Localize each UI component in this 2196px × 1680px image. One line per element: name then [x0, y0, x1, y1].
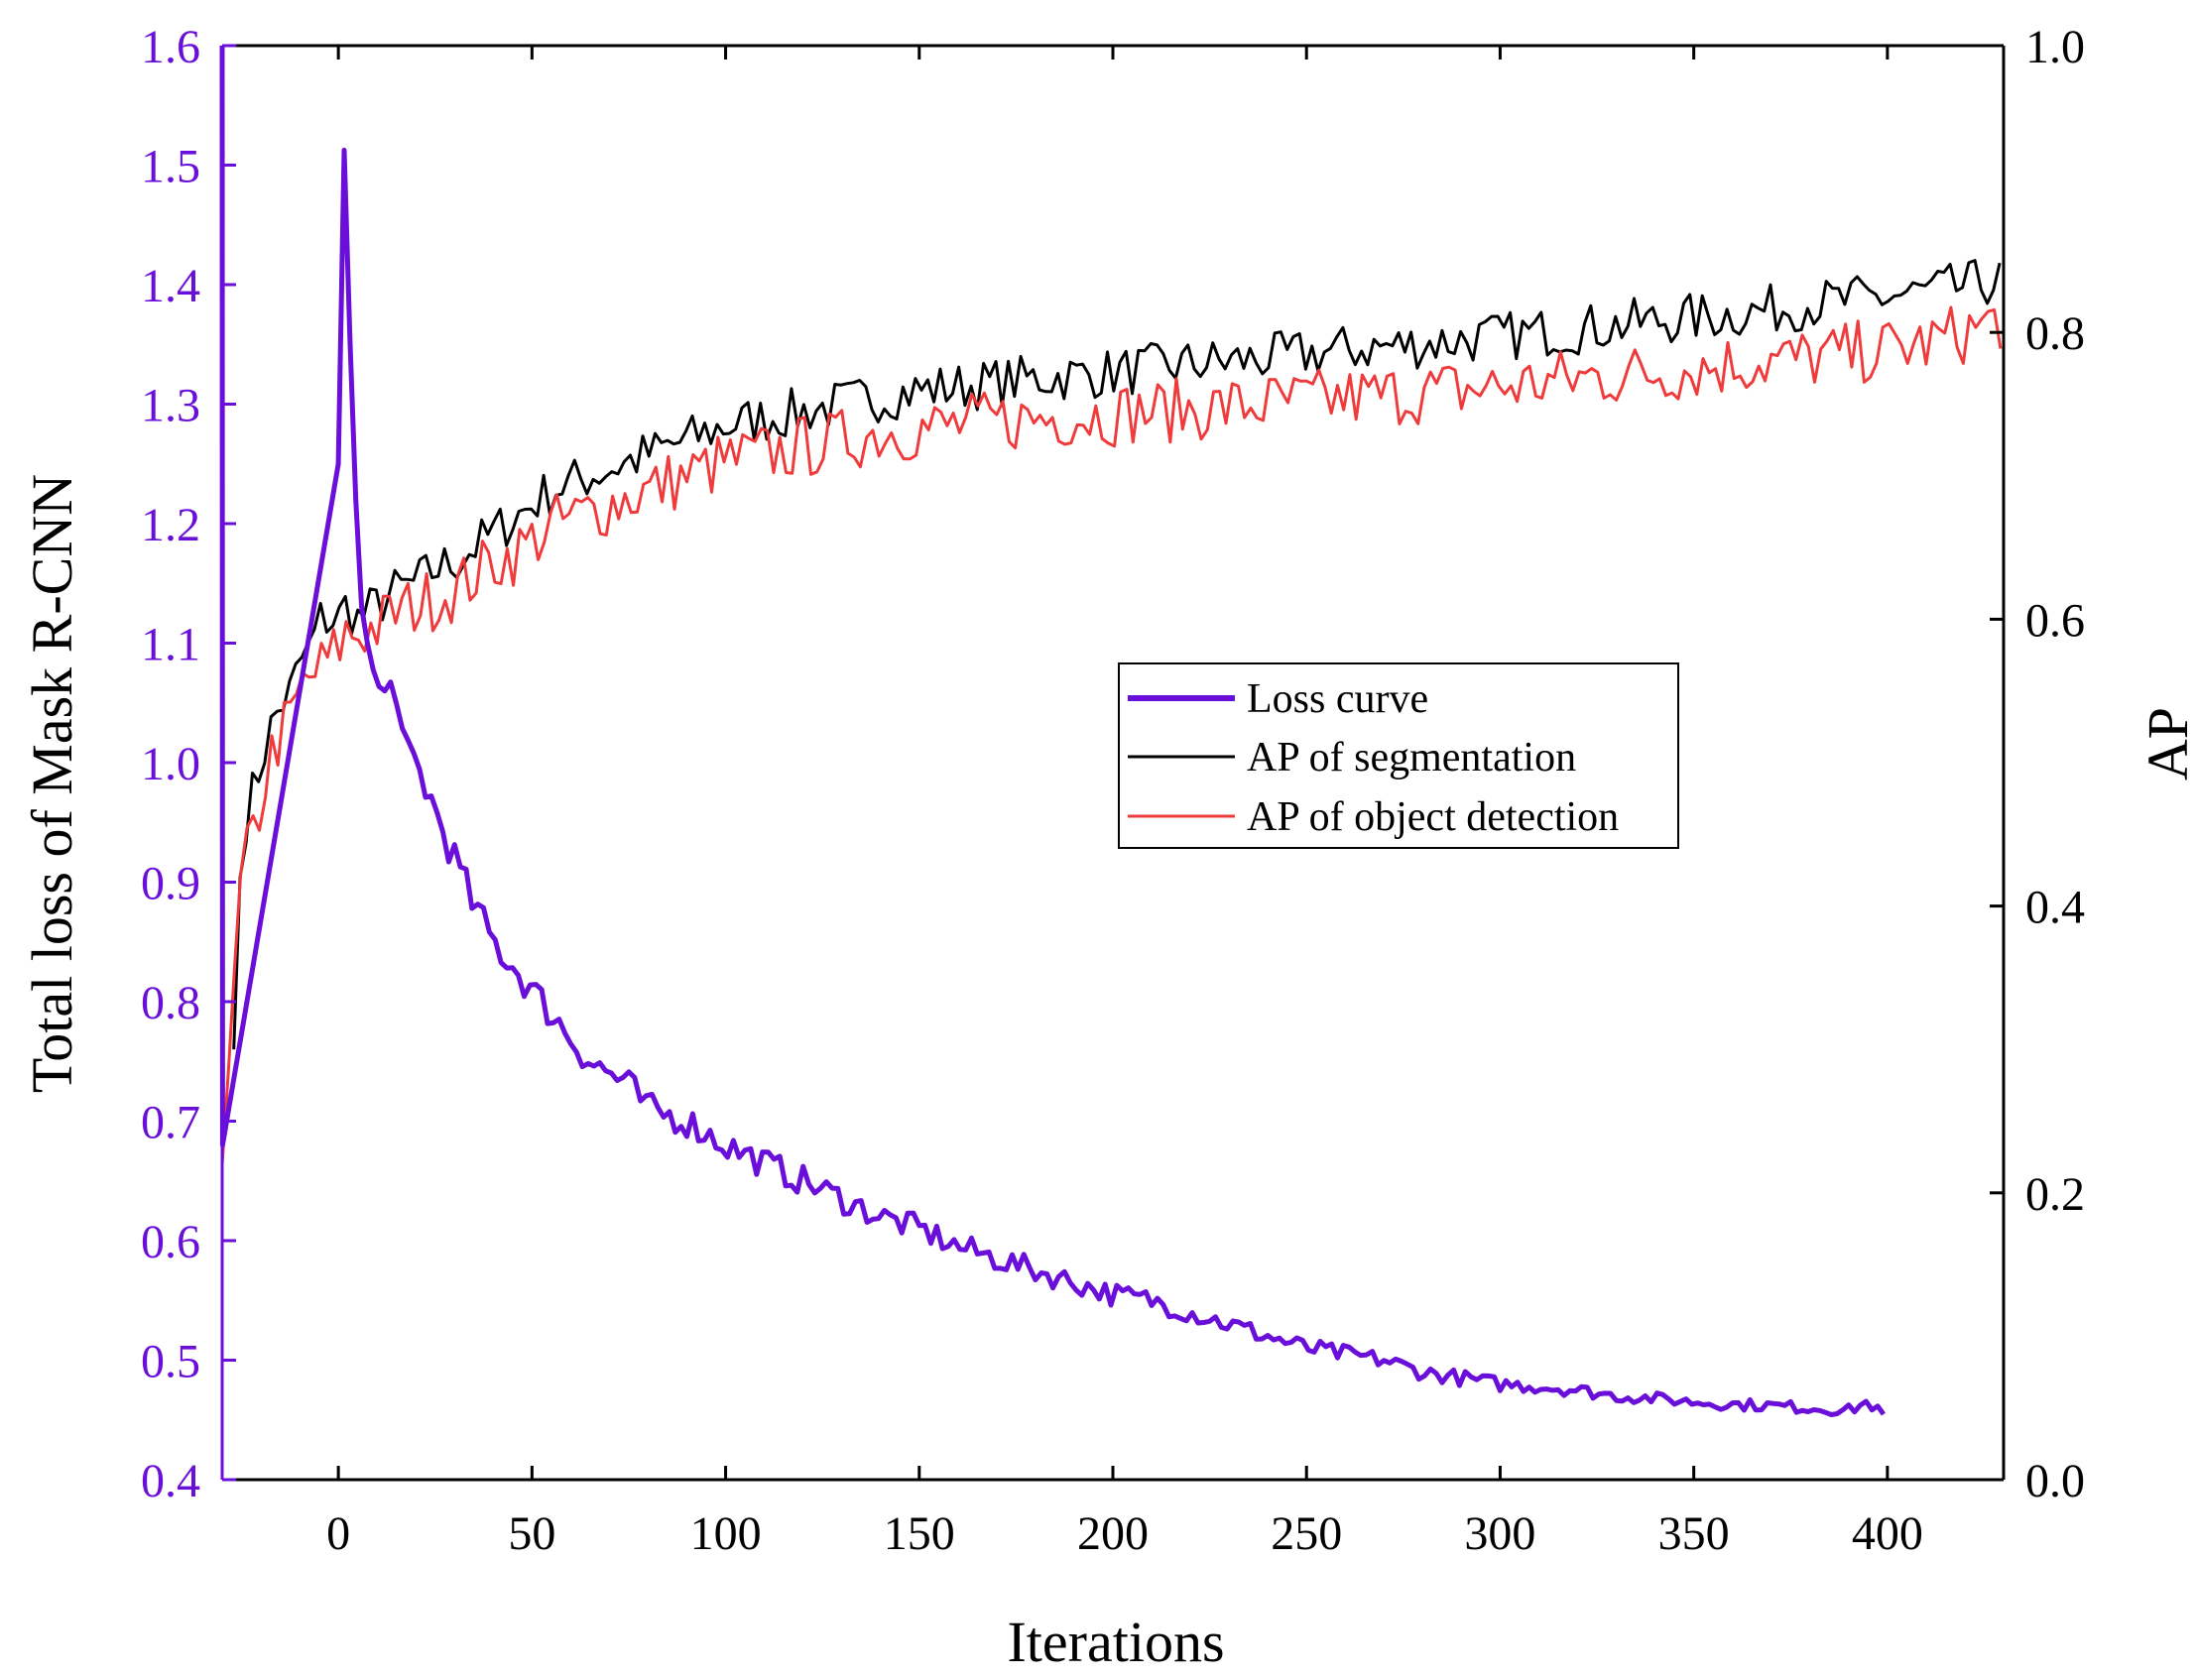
x-tick-label: 0	[326, 1507, 350, 1560]
legend-label-loss: Loss curve	[1247, 676, 1428, 722]
x-axis-title: Iterations	[1007, 1610, 1224, 1674]
y-right-tick-label: 0.4	[2025, 882, 2085, 934]
series-loss-curve	[219, 45, 1887, 1417]
y-left-tick-label: 0.7	[141, 1097, 200, 1149]
y-axis-right-title: AP	[2135, 707, 2196, 780]
x-tick-label: 400	[1852, 1507, 1923, 1560]
y-left-tick-label: 1.4	[141, 260, 200, 312]
legend: Loss curve AP of segmentation AP of obje…	[1118, 662, 1679, 849]
x-tick-label: 150	[884, 1507, 955, 1560]
y-left-tick-label: 1.6	[141, 21, 200, 73]
y-left-tick-label: 0.4	[141, 1455, 200, 1507]
x-tick-label: 250	[1271, 1507, 1342, 1560]
y-right-tick-label: 0.0	[2025, 1455, 2085, 1507]
y-axis-left-title: Total loss of Mask R-CNN	[20, 474, 84, 1093]
y-left-tick-label: 0.9	[141, 858, 200, 910]
y-left-tick-label: 1.2	[141, 499, 200, 551]
x-tick-label: 350	[1658, 1507, 1730, 1560]
y-left-tick-label: 1.0	[141, 738, 200, 790]
y-left-tick-label: 1.5	[141, 141, 200, 193]
series-ap-segmentation	[232, 259, 2002, 1050]
legend-label-segmentation: AP of segmentation	[1247, 735, 1576, 780]
x-tick-label: 50	[508, 1507, 555, 1560]
x-tick-label: 100	[690, 1507, 762, 1560]
y-left-tick-label: 1.1	[141, 619, 200, 671]
y-right-tick-label: 0.2	[2025, 1168, 2085, 1221]
y-right-tick-label: 1.0	[2025, 21, 2085, 73]
y-left-tick-label: 0.5	[141, 1336, 200, 1388]
y-left-tick-label: 1.3	[141, 380, 200, 432]
y-left-tick-label: 0.8	[141, 977, 200, 1029]
plot-area	[219, 45, 2003, 1417]
x-tick-label: 300	[1464, 1507, 1535, 1560]
x-tick-label: 200	[1077, 1507, 1149, 1560]
series-ap-object-detection	[220, 305, 2003, 1165]
axes: 0 50 100 150 200 250 300 350 400 0.4 0.5 0.6 0.7 0.8 0…	[141, 21, 2085, 1560]
legend-label-detection: AP of object detection	[1247, 794, 1619, 840]
y-right-tick-label: 0.6	[2025, 594, 2085, 647]
y-left-tick-label: 0.6	[141, 1216, 200, 1268]
y-right-tick-label: 0.8	[2025, 307, 2085, 360]
